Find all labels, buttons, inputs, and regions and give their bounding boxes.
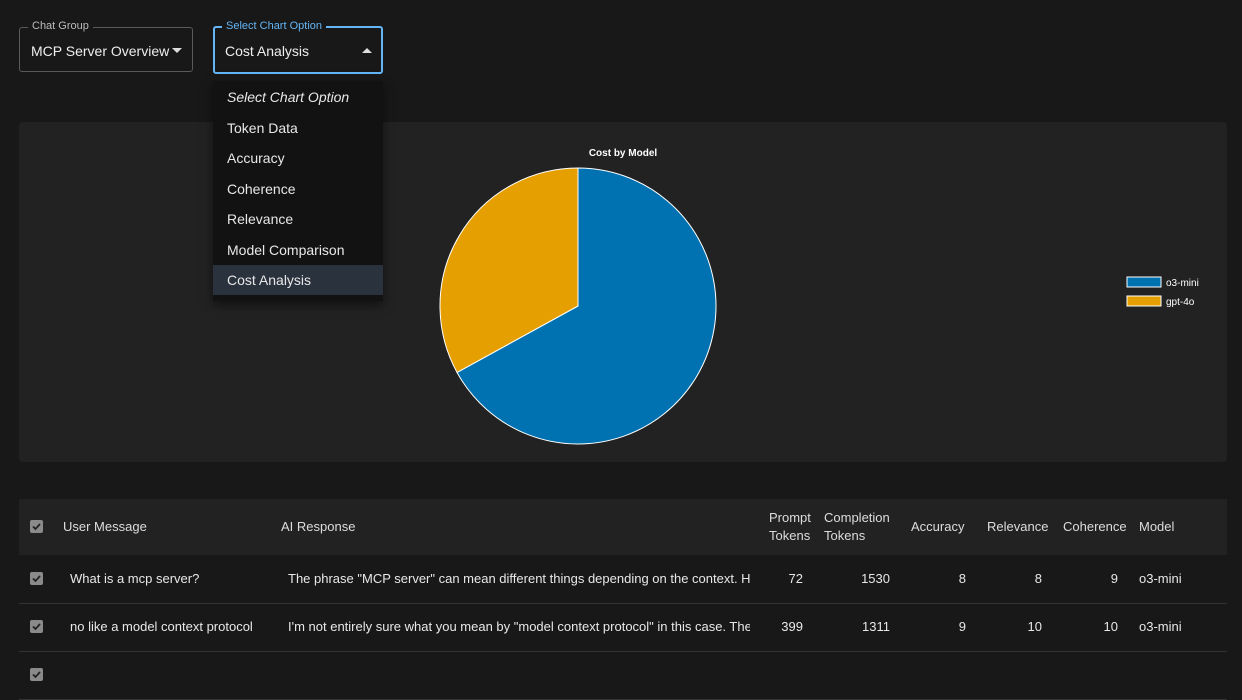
table-row: no like a model context protocol I'm not … <box>19 603 1227 652</box>
column-header: Prompt Tokens <box>769 510 811 543</box>
menu-option[interactable]: Cost Analysis <box>213 265 383 295</box>
menu-option[interactable]: Model Comparison <box>227 241 345 258</box>
table-cell: 8 <box>958 571 966 586</box>
legend-swatch <box>1126 276 1162 288</box>
legend-label: gpt-4o <box>1166 297 1195 308</box>
pie-slice <box>456 167 717 445</box>
pie-slice <box>439 167 579 374</box>
dropdown-arrow <box>172 48 182 53</box>
menu-option[interactable]: Accuracy <box>227 150 285 166</box>
checkbox[interactable] <box>30 572 43 585</box>
chart-option-select[interactable]: Select Chart Option Cost Analysis <box>213 20 383 74</box>
menu-option[interactable]: Coherence <box>227 180 296 197</box>
menu-option[interactable]: Select Chart Option <box>227 89 350 105</box>
table-cell: 10 <box>1027 619 1042 634</box>
column-header: Completion Tokens <box>824 510 890 543</box>
table-cell: 10 <box>1103 619 1118 634</box>
table-cell: 9 <box>1110 571 1118 586</box>
column-header: AI Response <box>281 519 356 534</box>
dropdown-arrow <box>362 48 372 53</box>
field-label: Chat Group <box>28 20 93 32</box>
column-header: Coherence <box>1063 519 1127 534</box>
chat-group-select[interactable]: Chat Group MCP Server Overview <box>19 20 193 72</box>
table-cell: 9 <box>958 619 966 634</box>
column-header: Model <box>1139 519 1175 534</box>
table-row <box>19 651 1227 700</box>
table-cell: 8 <box>1034 571 1042 586</box>
table-cell: 1311 <box>862 619 890 634</box>
legend-swatch <box>1126 295 1162 307</box>
table-cell: 399 <box>781 619 803 634</box>
column-header: Accuracy <box>911 519 965 534</box>
table-cell: o3-mini <box>1139 571 1182 586</box>
table-cell: o3-mini <box>1139 619 1182 634</box>
chart-title: Cost by Model <box>589 148 658 159</box>
table-cell: I'm not entirely sure what you mean by "… <box>288 619 750 634</box>
column-header: User Message <box>63 519 147 534</box>
legend-label: o3-mini <box>1166 278 1199 289</box>
checkbox[interactable] <box>30 620 43 633</box>
data-table: User Message AI Response Prompt Tokens Comp… <box>19 499 1227 700</box>
field-label: Select Chart Option <box>222 20 326 32</box>
checkbox[interactable] <box>30 520 43 533</box>
menu-option[interactable]: Relevance <box>227 211 294 227</box>
page: Chat Group MCP Server Overview Select Ch… <box>19 20 1227 700</box>
table-row: What is a mcp server? The phrase "MCP ser… <box>19 555 1227 604</box>
table-cell: no like a model context protocol <box>70 619 253 634</box>
table-cell: The phrase "MCP server" can mean differe… <box>288 571 750 586</box>
field-value: Cost Analysis <box>225 43 310 59</box>
dropdown-menu: Select Chart Option Token Data Accuracy Coh… <box>213 81 383 301</box>
table-cell: 1530 <box>861 571 890 586</box>
column-header: Relevance <box>987 519 1049 534</box>
chart-panel: Cost by Model o3-mini gpt-4o <box>19 122 1227 462</box>
menu-option[interactable]: Token Data <box>227 119 298 136</box>
table-cell: What is a mcp server? <box>70 571 200 586</box>
table-cell: 72 <box>788 571 803 586</box>
table-header: User Message AI Response Prompt Tokens Comp… <box>19 499 1227 555</box>
chart: Cost by Model o3-mini gpt-4o <box>439 148 1199 445</box>
checkbox[interactable] <box>30 668 43 681</box>
field-value: MCP Server Overview <box>31 43 170 59</box>
